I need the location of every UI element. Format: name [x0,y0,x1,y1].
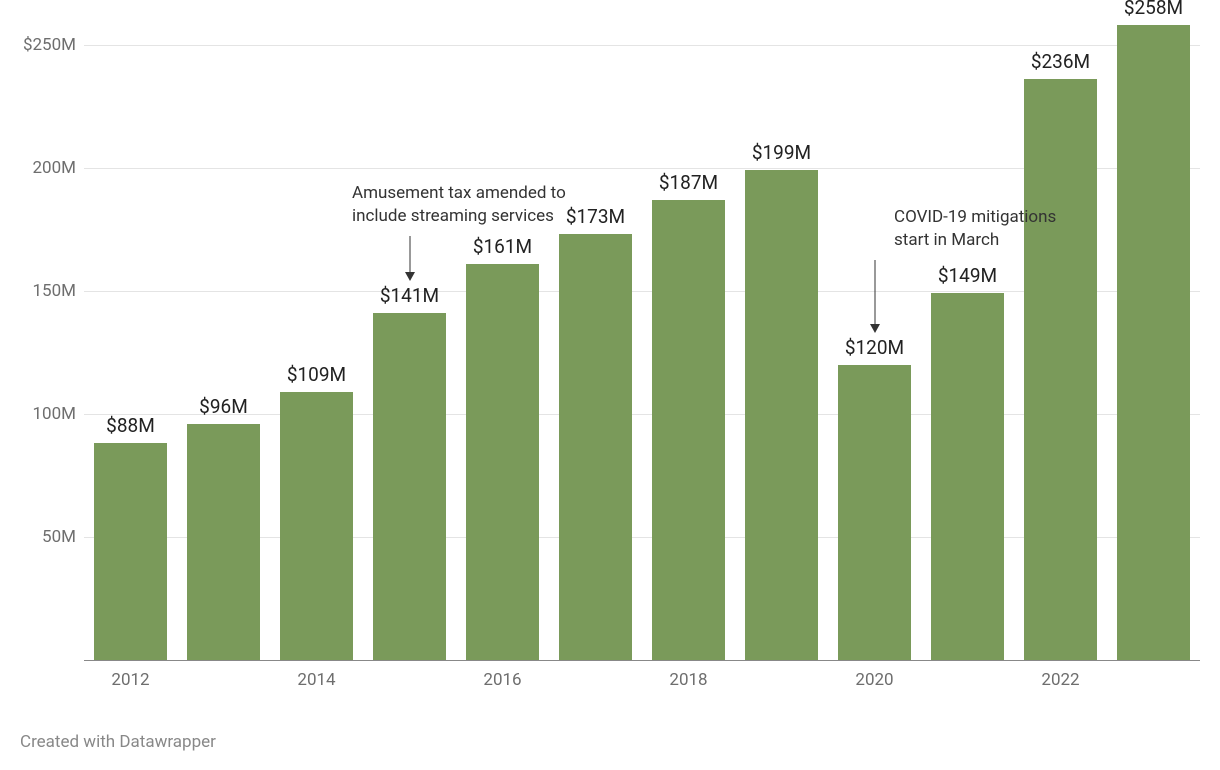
bar: $96M [187,424,260,660]
plot-area: 50M100M150M200M$250M $88M$96M$109M$141M$… [84,20,1200,660]
y-tick-label: 100M [32,404,84,424]
x-tick-label: 2016 [483,670,521,690]
y-tick-label: 150M [32,281,84,301]
bar-value-label: $187M [659,171,718,194]
bar: $88M [94,443,167,660]
bar-value-label: $236M [1031,50,1090,73]
x-axis-baseline [84,660,1200,661]
x-tick-label: 2020 [855,670,893,690]
x-tick-label: 2012 [111,670,149,690]
y-tick-label: 50M [42,527,84,547]
bar: $120M [838,365,911,660]
x-tick-label: 2022 [1041,670,1079,690]
bar-value-label: $199M [752,141,811,164]
bar: $141M [373,313,446,660]
annotation-arrow-amusement-tax [404,236,416,281]
bar: $187M [652,200,725,660]
bar-value-label: $109M [287,363,346,386]
bar-value-label: $173M [566,205,625,228]
bar-value-label: $96M [199,395,248,418]
bar: $149M [931,293,1004,660]
arrow-shaft-icon [409,236,410,273]
bar: $173M [559,234,632,660]
y-tick-label: $250M [23,35,84,55]
annotation-arrow-covid [869,260,881,333]
bar-value-label: $161M [473,235,532,258]
bar: $236M [1024,79,1097,660]
bar: $161M [466,264,539,660]
arrow-down-icon [405,272,415,281]
bar: $258M [1117,25,1190,660]
attribution: Created with Datawrapper [20,732,216,752]
annotation-covid: COVID-19 mitigations start in March [894,206,1056,252]
bar: $109M [280,392,353,660]
y-tick-label: 200M [32,158,84,178]
bars: $88M $96M $109M $141M $161M $173M $187M $199M $1… [84,20,1200,660]
arrow-shaft-icon [874,260,875,325]
bar: $199M [745,170,818,660]
arrow-down-icon [870,324,880,333]
x-tick-label: 2018 [669,670,707,690]
x-tick-label: 2014 [297,670,335,690]
bar-value-label: $149M [938,264,997,287]
annotation-amusement-tax: Amusement tax amended to include streami… [352,182,566,228]
bar-value-label: $141M [380,284,439,307]
bar-chart: 50M100M150M200M$250M $88M$96M$109M$141M$… [0,0,1220,770]
bar-value-label: $120M [845,336,904,359]
bar-value-label: $258M [1124,0,1183,19]
bar-value-label: $88M [106,414,155,437]
